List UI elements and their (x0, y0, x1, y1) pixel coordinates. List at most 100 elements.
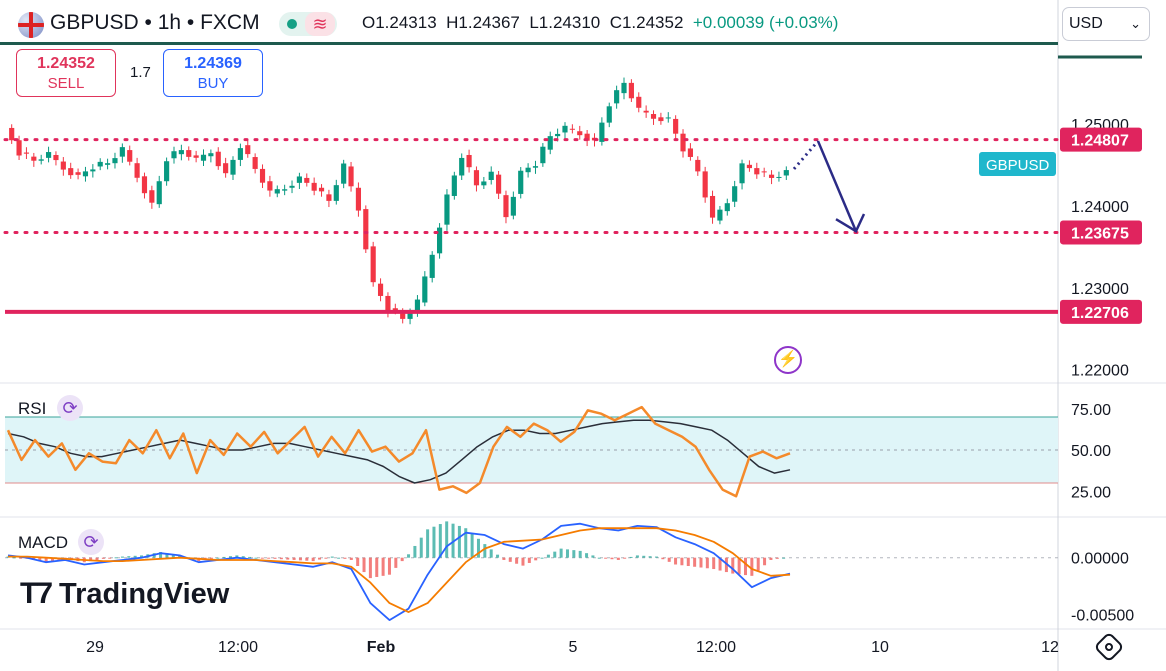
macd-histogram-bar (419, 537, 423, 558)
price-tick-label: 1.23000 (1071, 281, 1129, 298)
macd-histogram-bar (140, 555, 144, 558)
candle-body (237, 148, 243, 160)
macd-histogram-bar (521, 557, 525, 566)
candle-body (60, 161, 66, 170)
candle-body (555, 133, 561, 137)
macd-histogram-bar (623, 557, 627, 559)
macd-histogram-bar (540, 557, 544, 559)
candle-body (422, 276, 428, 303)
macd-label[interactable]: MACD (18, 533, 69, 552)
candle-body (717, 209, 723, 221)
header-divider (0, 42, 1058, 45)
symbol-title[interactable]: GBPUSD • 1h • FXCM (50, 11, 260, 34)
macd-histogram-bar (279, 557, 283, 560)
macd-histogram-bar (515, 557, 519, 564)
candle-body (687, 148, 693, 157)
market-open-dot-icon (287, 19, 297, 29)
rsi-label[interactable]: RSI (18, 399, 47, 418)
candle-body (23, 152, 30, 154)
candle-body (702, 171, 708, 198)
candle-body (650, 114, 657, 119)
macd-histogram-bar (527, 557, 531, 563)
macd-histogram-bar (661, 557, 665, 560)
candle-body (38, 159, 44, 161)
macd-histogram-bar (413, 545, 417, 558)
macd-histogram-bar (578, 550, 582, 558)
candle-body (9, 127, 15, 141)
macd-histogram-bar (324, 557, 328, 559)
ohlc-readout: O1.24313 H1.24367 L1.24310 C1.24352 +0.0… (362, 13, 838, 33)
candle-body (385, 295, 391, 312)
candle-body (16, 140, 22, 156)
candle-body (562, 125, 568, 133)
candle-body (724, 203, 730, 212)
macd-histogram-bar (171, 554, 175, 558)
macd-histogram-bar (464, 528, 468, 558)
time-tick-label: 12:00 (218, 639, 258, 656)
candle-body (444, 194, 450, 225)
candle-body (296, 176, 302, 183)
macd-histogram-bar (19, 557, 23, 559)
macd-histogram-bar (775, 557, 779, 559)
candle-body (473, 170, 480, 186)
forecast-dotted-segment (792, 140, 820, 170)
candle-body (709, 195, 716, 218)
rsi-refresh-icon[interactable]: ⟳ (57, 395, 83, 421)
tradingview-logo-text: TradingView (59, 577, 230, 610)
candle-body (370, 246, 376, 283)
candle-body (105, 163, 111, 165)
candle-body (636, 96, 642, 108)
tradingview-logo: T7 TradingView (20, 576, 229, 612)
macd-histogram-bar (298, 557, 302, 561)
macd-histogram-bar (241, 556, 245, 558)
candle-body (31, 156, 37, 161)
candle-body (245, 145, 251, 155)
macd-histogram-bar (483, 544, 487, 558)
currency-select[interactable]: USD ⌄ (1062, 7, 1150, 41)
level-price-tag (1060, 299, 1142, 324)
buy-button[interactable]: 1.24369 BUY (163, 49, 263, 97)
candle-body (119, 147, 125, 157)
macd-histogram-bar (432, 526, 436, 558)
candle-body (754, 168, 760, 175)
lightning-icon[interactable]: ⚡ (774, 346, 802, 374)
sell-button[interactable]: 1.24352 SELL (16, 49, 116, 97)
macd-histogram-bar (496, 554, 500, 558)
candle-body (141, 176, 148, 194)
macd-histogram-bar (127, 556, 131, 558)
candle-body (134, 163, 140, 178)
macd-histogram-bar (451, 523, 455, 558)
time-tick-label: 12 (1041, 639, 1059, 656)
symbol-tag (979, 152, 1056, 176)
macd-histogram-bar (699, 557, 703, 568)
macd-histogram-bar (635, 555, 639, 558)
macd-histogram-bar (686, 557, 690, 567)
macd-histogram-bar (260, 557, 264, 559)
macd-histogram-bar (337, 557, 341, 559)
macd-histogram-bar (731, 557, 735, 574)
candle-body (628, 82, 634, 99)
macd-refresh-icon[interactable]: ⟳ (78, 529, 104, 555)
candle-body (783, 170, 789, 176)
market-status[interactable]: ≋ (279, 12, 337, 36)
macd-histogram-bar (235, 555, 239, 558)
spread-value: 1.7 (130, 64, 151, 81)
candle-body (289, 185, 295, 188)
candle-body (164, 161, 170, 182)
candle-body (459, 157, 465, 176)
tradingview-logo-icon: T7 (20, 577, 53, 610)
ohlc-change: +0.00039 (+0.03%) (692, 13, 839, 32)
candle-body (97, 161, 103, 167)
candle-body (540, 146, 546, 164)
macd-histogram-bar (559, 548, 563, 558)
candle-body (326, 194, 332, 201)
macd-histogram-bar (209, 557, 213, 559)
candle-body (68, 168, 74, 176)
macd-histogram-bar (178, 555, 182, 558)
candle-body (215, 151, 221, 167)
macd-histogram-bar (591, 555, 595, 558)
macd-histogram-bar (159, 552, 163, 558)
candle-body (496, 174, 502, 194)
macd-histogram-bar (362, 557, 366, 573)
